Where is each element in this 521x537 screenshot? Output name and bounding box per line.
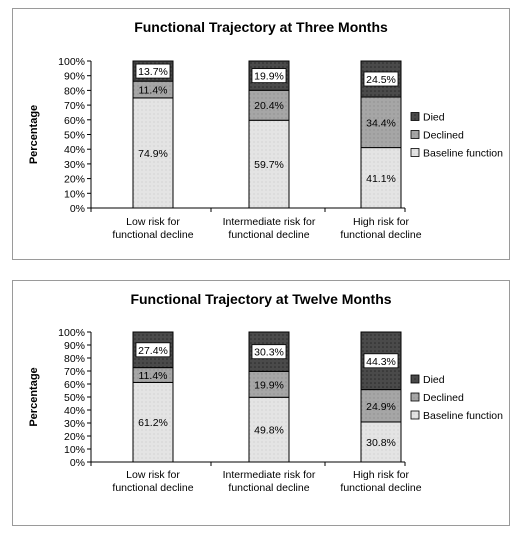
y-tick-label: 40% [64, 144, 85, 156]
data-label-box [251, 68, 287, 84]
legend-label: Declined [423, 130, 464, 142]
y-tick-label: 80% [64, 353, 85, 365]
y-tick-label: 20% [64, 174, 85, 186]
data-label: 49.8% [254, 425, 284, 437]
data-label: 30.3% [254, 347, 284, 359]
legend-swatch [410, 130, 420, 139]
category-label: Intermediate risk for [223, 469, 316, 481]
y-axis-label: Percentage [28, 105, 40, 164]
y-tick-label: 70% [64, 100, 85, 112]
y-tick-label: 50% [64, 392, 85, 404]
data-label: 27.4% [138, 345, 168, 357]
data-label-box [251, 344, 287, 360]
y-tick-label: 0% [70, 457, 85, 469]
y-tick-label: 90% [64, 71, 85, 83]
y-tick-label: 10% [64, 444, 85, 456]
bar-segment-declined [248, 89, 290, 121]
y-tick-label: 90% [64, 340, 85, 352]
y-tick-label: 20% [64, 431, 85, 443]
category-label: High risk for [353, 469, 410, 481]
category-label: functional decline [228, 482, 309, 494]
data-label: 19.9% [254, 379, 284, 391]
data-label: 61.2% [138, 417, 168, 429]
category-label: Low risk for [126, 469, 180, 481]
stacked-bar-chart: Percentage0%10%20%30%40%50%60%70%80%90%1… [28, 327, 503, 494]
bar-segment-baseline-function [248, 396, 290, 463]
legend-swatch [410, 112, 420, 121]
y-tick-label: 10% [64, 188, 85, 200]
legend-label: Baseline function [423, 410, 503, 422]
y-tick-label: 0% [70, 203, 85, 215]
bar-segment-declined [248, 370, 290, 398]
y-tick-label: 30% [64, 418, 85, 430]
chart-title: Functional Trajectory at Three Months [134, 19, 388, 35]
legend-swatch [410, 392, 420, 402]
data-label: 74.9% [138, 148, 168, 160]
bar-segment-baseline-function [360, 421, 402, 463]
category-label: High risk for [353, 216, 410, 228]
bar-segment-declined [360, 96, 402, 149]
bar-segment-declined [360, 389, 402, 423]
data-label: 41.1% [366, 173, 396, 185]
legend-label: Died [423, 112, 445, 124]
data-label-box [363, 353, 399, 369]
data-label: 13.7% [138, 66, 168, 78]
y-tick-label: 60% [64, 379, 85, 391]
legend-swatch [410, 374, 420, 384]
data-label: 11.4% [139, 370, 168, 382]
legend-label: Baseline function [423, 148, 503, 160]
y-axis-label: Percentage [28, 367, 40, 426]
legend-label: Declined [423, 392, 464, 404]
chart-panel-three-months: Functional Trajectory at Three Months Pe… [12, 8, 510, 260]
data-label: 30.8% [366, 437, 396, 449]
y-tick-label: 60% [64, 115, 85, 127]
y-tick-label: 70% [64, 366, 85, 378]
category-label: functional decline [228, 229, 309, 241]
legend-swatch [410, 148, 420, 157]
y-tick-label: 50% [64, 130, 85, 142]
data-label: 11.4% [139, 85, 168, 97]
data-label: 19.9% [254, 71, 284, 83]
legend-swatch [410, 410, 420, 420]
y-tick-label: 100% [58, 327, 85, 339]
y-tick-label: 40% [64, 405, 85, 417]
category-label: Intermediate risk for [223, 216, 316, 228]
category-label: functional decline [112, 482, 193, 494]
data-label-box [363, 71, 399, 87]
chart-title: Functional Trajectory at Twelve Months [130, 291, 392, 307]
category-label: functional decline [340, 229, 421, 241]
data-label-box [135, 342, 171, 358]
chart-panel-twelve-months: Functional Trajectory at Twelve Months P… [12, 280, 510, 526]
data-label-box [135, 63, 171, 79]
stacked-bar-chart: Percentage 0% 10% 20% 30% 40% 50% 60% 70% 80% 90% 1… [28, 56, 503, 241]
data-label: 20.4% [254, 100, 284, 112]
data-label: 59.7% [254, 159, 284, 171]
data-label: 34.4% [366, 117, 396, 129]
legend-label: Died [423, 374, 445, 386]
category-label: functional decline [112, 229, 193, 241]
data-label: 24.9% [366, 401, 396, 413]
y-tick-label: 30% [64, 159, 85, 171]
y-tick-label: 100% [58, 56, 85, 68]
y-tick-label: 80% [64, 85, 85, 97]
category-label: functional decline [340, 482, 421, 494]
category-label: Low risk for [126, 216, 180, 228]
data-label: 44.3% [366, 356, 396, 368]
bar-segment-baseline-function [132, 381, 174, 463]
data-label: 24.5% [366, 74, 396, 86]
